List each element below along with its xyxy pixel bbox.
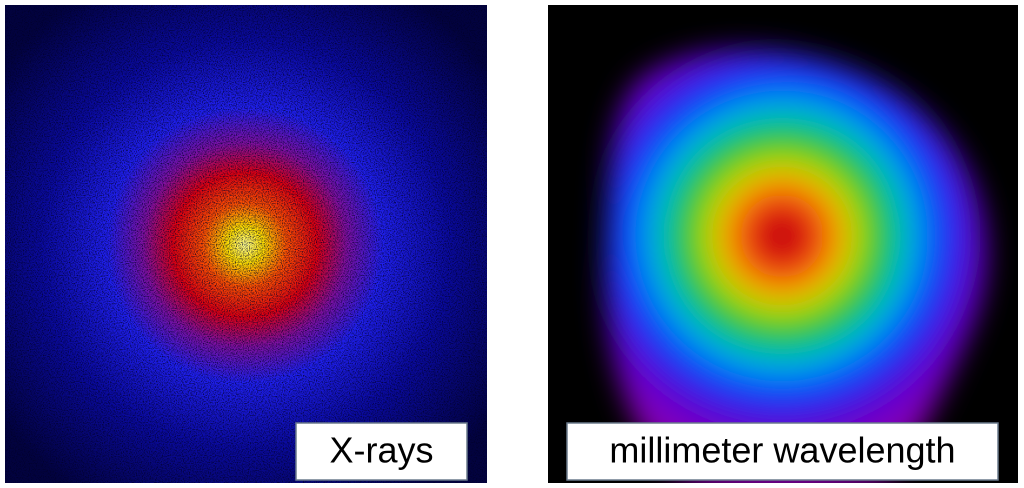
xray-noise bbox=[5, 5, 487, 483]
panel-label: X-rays bbox=[329, 430, 433, 471]
label-box bbox=[295, 422, 468, 481]
panel-label: millimeter wavelength bbox=[609, 430, 955, 471]
label-box bbox=[566, 422, 999, 481]
mm-emission bbox=[604, 49, 987, 483]
